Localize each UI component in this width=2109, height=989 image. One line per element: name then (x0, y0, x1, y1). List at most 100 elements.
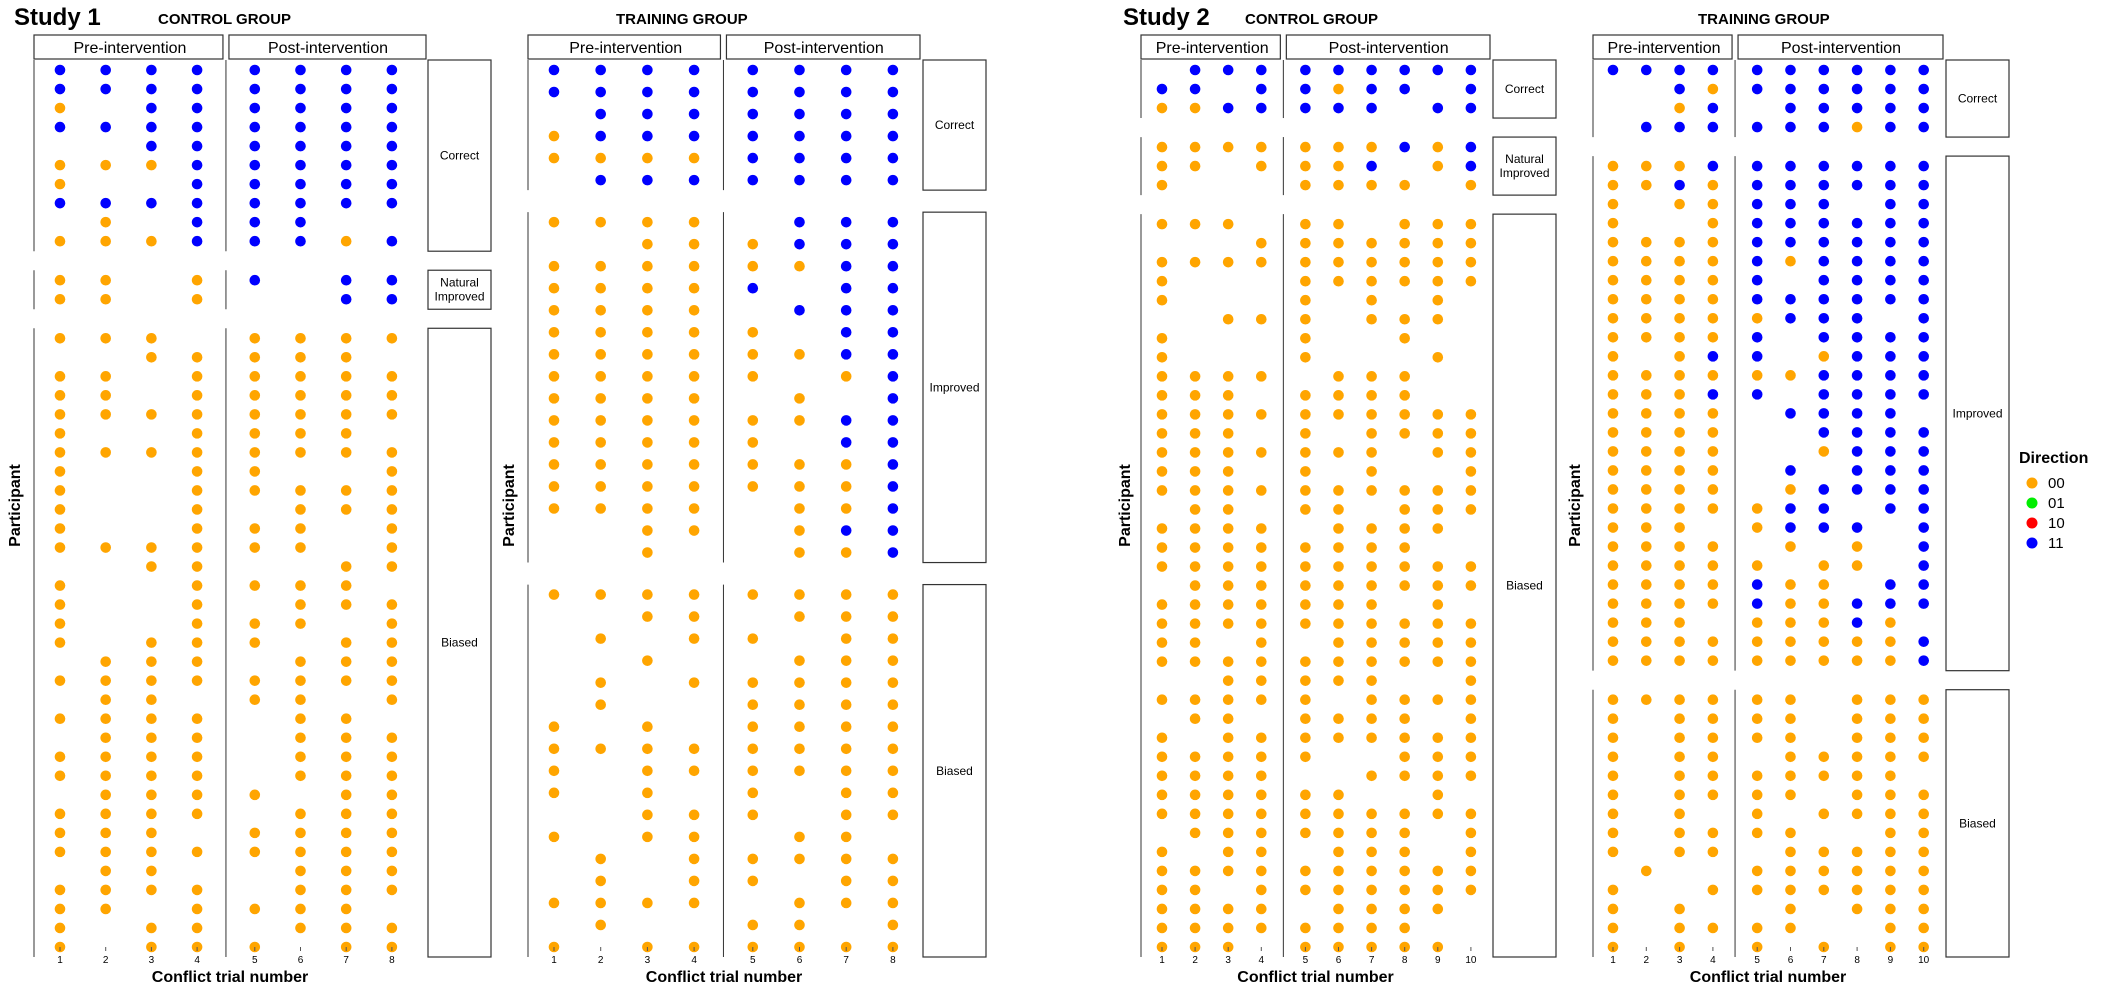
data-point (1333, 275, 1344, 287)
data-point (1818, 331, 1830, 343)
data-point (595, 875, 606, 887)
data-point (100, 713, 111, 725)
data-point (794, 393, 805, 404)
data-point (1300, 351, 1311, 363)
data-point (1366, 141, 1377, 153)
data-point (747, 919, 759, 931)
data-point (1333, 179, 1344, 191)
data-point (642, 130, 653, 142)
data-point (688, 589, 700, 600)
data-point (1222, 466, 1234, 477)
data-point (1707, 312, 1719, 324)
data-point (1399, 390, 1410, 401)
data-point (887, 525, 899, 536)
data-point (1333, 561, 1344, 572)
x-tick-label: 1 (57, 955, 63, 966)
data-point (1674, 922, 1685, 934)
data-point (1785, 484, 1796, 495)
data-point (1432, 428, 1444, 439)
data-point (840, 216, 852, 228)
data-point (295, 504, 306, 515)
data-point (1399, 903, 1410, 915)
data-point (1785, 370, 1796, 381)
y-axis-label: Participant (1117, 463, 1134, 546)
data-point (340, 770, 352, 782)
data-point (1818, 579, 1830, 590)
data-point (191, 235, 203, 247)
data-point (1399, 523, 1410, 534)
data-point (1156, 789, 1168, 801)
category-strip (1492, 213, 1557, 958)
data-point (1432, 294, 1444, 306)
data-point (1641, 255, 1652, 267)
data-point (295, 713, 306, 725)
data-point (1751, 293, 1763, 305)
data-point (1818, 560, 1830, 571)
data-point (340, 83, 352, 95)
data-point (642, 326, 653, 338)
phase-header-post (1737, 34, 1944, 60)
y-axis-label: Participant (7, 463, 24, 546)
data-point (1707, 789, 1719, 801)
legend-label: 01 (2048, 495, 2065, 512)
data-point (1189, 903, 1201, 915)
data-point (1885, 884, 1896, 896)
data-point (794, 152, 805, 164)
data-point (191, 504, 203, 515)
data-point (688, 809, 700, 821)
data-point (794, 108, 805, 120)
data-point (1189, 694, 1201, 706)
data-point (1156, 903, 1168, 915)
data-point (1885, 102, 1896, 114)
x-tick-label: 4 (691, 955, 697, 966)
data-point (1432, 102, 1444, 114)
data-point (54, 274, 66, 286)
data-point (794, 721, 805, 733)
category-label: Improved (929, 380, 979, 394)
data-point (887, 371, 899, 382)
legend: Direction 00 01 10 11 (2019, 450, 2088, 552)
data-point (1607, 370, 1619, 381)
x-tick-label: 6 (797, 955, 803, 966)
data-point (840, 831, 852, 843)
data-point (1465, 275, 1477, 287)
data-point (1300, 428, 1311, 439)
data-point (1366, 275, 1377, 287)
data-point (1333, 237, 1344, 249)
data-point (548, 721, 560, 733)
data-point (386, 846, 398, 858)
data-point (840, 326, 852, 338)
data-point (1818, 293, 1830, 305)
data-point (340, 64, 352, 76)
data-point (191, 466, 203, 477)
data-point (1156, 466, 1168, 477)
data-point (249, 846, 261, 858)
data-point (1432, 865, 1444, 877)
data-point (1885, 770, 1896, 782)
data-point (191, 485, 203, 496)
data-point (1156, 770, 1168, 782)
data-point (1607, 236, 1619, 248)
data-point (1707, 408, 1719, 419)
data-point (1818, 255, 1830, 267)
data-point (1707, 83, 1719, 95)
data-point (1885, 846, 1896, 858)
x-axis-label: Conflict trial number (152, 969, 308, 986)
x-tick-label: 3 (149, 955, 155, 966)
data-point (1641, 121, 1652, 133)
data-point (386, 332, 398, 344)
data-point (747, 481, 759, 492)
data-point (1707, 655, 1719, 666)
data-point (249, 485, 261, 496)
data-point (642, 238, 653, 250)
data-point (146, 332, 157, 344)
data-point (1674, 312, 1685, 324)
data-point (1189, 141, 1201, 153)
data-point (794, 304, 805, 316)
data-point (191, 846, 203, 858)
data-point (340, 447, 352, 458)
data-point (642, 809, 653, 821)
data-point (1641, 236, 1652, 248)
data-point (100, 293, 111, 305)
data-point (146, 159, 157, 171)
